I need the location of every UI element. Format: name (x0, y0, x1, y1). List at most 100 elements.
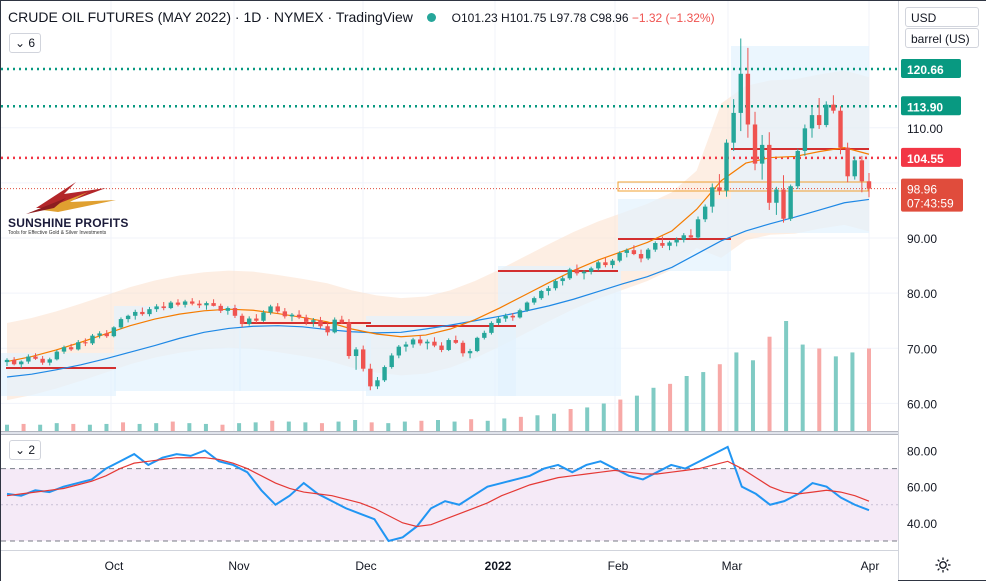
volume-bar (104, 423, 109, 431)
candle-body (403, 344, 409, 347)
candle-body (182, 301, 188, 305)
volume-bar (270, 420, 275, 431)
price-chart-svg[interactable] (1, 1, 898, 431)
volume-bar (601, 403, 606, 431)
candle-body (667, 242, 672, 246)
candle-body (218, 305, 223, 311)
candle-body (360, 349, 366, 369)
candle-body (489, 322, 494, 333)
volume-bar (154, 423, 159, 431)
candle-body (26, 356, 31, 362)
volume-bar (353, 420, 358, 431)
candle-body (161, 306, 166, 309)
candle-body (239, 315, 245, 325)
candle-body (588, 268, 594, 272)
candle-body (311, 320, 316, 322)
rsi-collapse-button[interactable]: ⌄ 2 (9, 440, 42, 460)
change-value: −1.32 (−1.32%) (631, 11, 715, 25)
candle-body (439, 345, 444, 350)
price-tick-label: 70.00 (907, 342, 937, 356)
currency-select[interactable]: USD (905, 7, 979, 27)
rsi-pane[interactable] (1, 436, 898, 550)
candle-body (154, 306, 159, 310)
candle-body (4, 359, 10, 363)
volume-bar (800, 344, 805, 431)
symbol-title[interactable]: CRUDE OIL FUTURES (MAY 2022) (8, 9, 232, 25)
candle-body (168, 302, 174, 309)
volume-bar (867, 348, 871, 431)
candle-body (795, 150, 800, 187)
volume-bar (170, 421, 175, 431)
pane-separator[interactable] (1, 431, 985, 435)
exchange-label: NYMEX (273, 9, 324, 25)
candle-body (752, 124, 758, 164)
candle-body (83, 342, 88, 344)
volume-bar (535, 415, 540, 431)
volume-bar (436, 420, 440, 431)
volume-profile-box (1, 353, 116, 396)
volume-bar (784, 321, 789, 431)
high-value: H101.75 (501, 11, 547, 25)
candle-body (596, 262, 601, 269)
candle-body (866, 181, 872, 189)
last-price-label: 98.96 (907, 183, 937, 197)
volume-bar (734, 352, 739, 431)
time-axis[interactable]: Oct Nov Dec 2022 Feb Mar Apr (1, 550, 898, 581)
candle-body (503, 315, 508, 319)
price-axis[interactable]: 110.00100.0090.0080.0070.0060.00120.6611… (898, 1, 986, 580)
gear-icon[interactable] (934, 556, 952, 574)
level-tag (901, 147, 961, 167)
volume-bar (87, 424, 92, 431)
volume-bar (187, 423, 192, 431)
candle-body (610, 260, 615, 266)
rsi-indicator-count: 2 (28, 443, 36, 457)
candle-body (68, 347, 74, 350)
rsi-line (6, 445, 870, 543)
unit-select[interactable]: barrel (US) (905, 28, 979, 48)
level-tag-label: 113.90 (907, 100, 943, 114)
price-pane[interactable] (1, 1, 898, 431)
candle-body (417, 339, 423, 344)
candle-body (653, 243, 658, 250)
candle-body (781, 189, 786, 219)
volume-bar (253, 422, 258, 431)
open-value: O101.23 (451, 11, 498, 25)
candle-body (859, 160, 865, 182)
low-value: L97.78 (549, 11, 587, 25)
volume-profile-box (239, 326, 371, 391)
rsi-chart-svg[interactable] (1, 436, 898, 550)
price-tick-label: 110.00 (907, 122, 943, 136)
candle-body (838, 110, 843, 148)
volume-bar (452, 421, 457, 431)
rsi-tick-label: 80.00 (907, 444, 937, 458)
volume-profile-box (731, 46, 869, 233)
indicators-collapse-button[interactable]: ⌄ 6 (9, 33, 42, 53)
candle-body (467, 351, 473, 354)
candle-body (809, 115, 815, 129)
volume-bar (585, 407, 590, 431)
candle-body (346, 322, 352, 357)
volume-bar (634, 395, 639, 431)
volume-bar (618, 399, 623, 431)
sunshine-profits-logo (26, 182, 116, 214)
level-tag-label: 104.55 (907, 152, 944, 166)
rsi-band (1, 468, 898, 541)
market-status-icon[interactable] (426, 12, 436, 22)
time-tick-label: Feb (608, 559, 629, 573)
volume-profile-box (618, 199, 731, 271)
candle-body (546, 288, 551, 291)
platform-label: TradingView (335, 9, 413, 25)
volume-bar (767, 336, 772, 431)
volume-bar (518, 416, 523, 431)
candle-body (724, 142, 729, 191)
candle-body (289, 314, 295, 317)
logo-tagline: Tools for Effective Gold & Silver Invest… (8, 230, 107, 236)
candle-body (197, 303, 202, 306)
candle-body (824, 104, 829, 126)
legend-separator: · (234, 9, 240, 25)
price-axis-svg[interactable]: 110.00100.0090.0080.0070.0060.00120.6611… (899, 1, 986, 580)
price-tick-label: 60.00 (907, 397, 937, 411)
volume-bar (552, 413, 557, 431)
time-axis-svg[interactable]: Oct Nov Dec 2022 Feb Mar Apr (1, 551, 898, 581)
candle-body (254, 318, 259, 321)
